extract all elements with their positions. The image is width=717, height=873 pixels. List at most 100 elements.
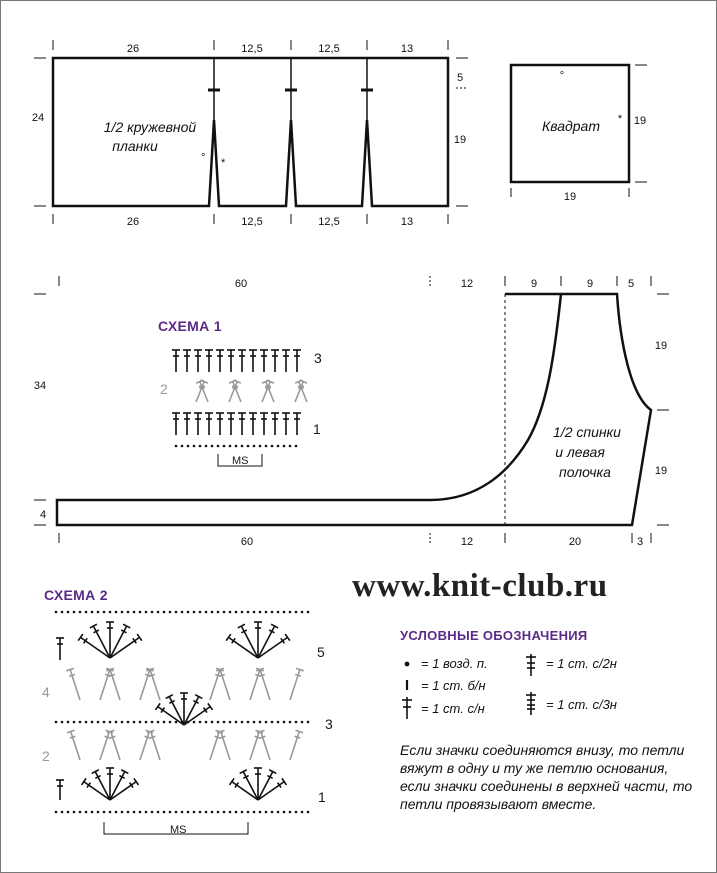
chain-dot [108, 720, 112, 724]
chain-dot [210, 610, 214, 614]
lace-marker-circle: ° [201, 152, 205, 164]
schema1-repeat-label: MS [232, 455, 249, 467]
lace-top-dim-2: 12,5 [241, 43, 262, 55]
chain-dot [78, 810, 82, 814]
stitch-symbol [209, 729, 224, 761]
back-top-dim-1: 60 [235, 278, 247, 290]
chain-dot [282, 720, 286, 724]
back-bottom-dim-2: 12 [461, 536, 473, 548]
stitch-symbol [294, 379, 308, 403]
stitch-symbol [109, 633, 143, 659]
chain-dot [204, 444, 208, 448]
chain-dot [192, 444, 196, 448]
stitch-symbol [257, 769, 277, 801]
chain-dot [72, 810, 76, 814]
schema2-chart [54, 610, 310, 835]
legend-item-tr: = 1 ст. с/2н [546, 656, 617, 671]
treble-crochet-icon [526, 654, 536, 676]
chain-dot [258, 610, 262, 614]
chain-dot [270, 444, 274, 448]
lace-panel-dim-labels: 26 12,5 12,5 13 26 12,5 12,5 13 24 5 19 [32, 43, 466, 228]
chain-dot [138, 720, 142, 724]
square-side-right: 19 [634, 115, 646, 127]
legend-item-slip: = 1 ст. б/н [421, 678, 486, 693]
chain-dot [66, 720, 70, 724]
back-right-bottom: 19 [655, 465, 667, 477]
chain-dot [120, 810, 124, 814]
chain-dot [138, 810, 142, 814]
stitch-symbol [205, 412, 213, 435]
chain-dot [60, 610, 64, 614]
chain-dot [132, 610, 136, 614]
chain-dot [258, 720, 262, 724]
chain-dot [156, 810, 160, 814]
chain-dot [276, 720, 280, 724]
chain-dot [186, 810, 190, 814]
chain-dot [264, 610, 268, 614]
chain-dot [96, 610, 100, 614]
stitch-symbol [146, 667, 161, 701]
legend-item-chain: = 1 возд. п. [421, 656, 488, 671]
chain-dot [180, 444, 184, 448]
square-marker-star: * [618, 113, 623, 125]
back-panel-label-3: полочка [559, 464, 611, 480]
schema2-repeat-label: MS [170, 824, 187, 836]
lace-marker-star: * [221, 157, 226, 169]
chain-dot [204, 810, 208, 814]
chain-dot [96, 810, 100, 814]
chain-dot [222, 444, 226, 448]
back-bottom-dim-3: 20 [569, 536, 581, 548]
chain-dot [228, 444, 232, 448]
chain-dot [126, 810, 130, 814]
stitch-symbol [194, 349, 202, 372]
chain-dot [186, 444, 190, 448]
legend-item-dtr: = 1 ст. с/3н [546, 697, 617, 712]
stitch-symbol [257, 623, 279, 659]
lace-panel-label-1: 1/2 кружевной [104, 119, 197, 135]
stitch-symbol [282, 412, 290, 435]
chain-dot [54, 720, 58, 724]
stitch-symbol [228, 777, 259, 801]
chain-dot [198, 720, 202, 724]
chain-dot [216, 610, 220, 614]
chain-dot [276, 444, 280, 448]
legend-note: Если значки соединяются внизу, то петли … [400, 742, 693, 812]
chain-dot [276, 610, 280, 614]
chain-dot [126, 720, 130, 724]
stitch-symbol [249, 349, 257, 372]
stitch-symbol [271, 412, 279, 435]
square-label: Квадрат [542, 118, 600, 134]
lace-bottom-dim-3: 12,5 [318, 216, 339, 228]
lace-right-bottom: 19 [454, 134, 466, 146]
legend-title: УСЛОВНЫЕ ОБОЗНАЧЕНИЯ [400, 628, 588, 643]
schema2-row-2: 2 [42, 748, 50, 764]
chain-dot [240, 720, 244, 724]
back-right-top: 19 [655, 340, 667, 352]
chain-dot [216, 810, 220, 814]
back-top-dim-2: 12 [461, 278, 473, 290]
back-panel-label-1: 1/2 спинки [553, 424, 621, 440]
stitch-symbol [216, 412, 224, 435]
stitch-symbol [91, 769, 111, 801]
stitch-symbol [165, 694, 185, 726]
schema1-title: СХЕМА 1 [158, 318, 222, 334]
stitch-symbol [172, 412, 180, 435]
lace-panel-shape [51, 56, 450, 208]
chain-dot [252, 720, 256, 724]
stitch-symbol [66, 729, 81, 761]
chain-dot [192, 810, 196, 814]
chain-dot [198, 810, 202, 814]
chain-dot [180, 610, 184, 614]
chain-dot [90, 810, 94, 814]
stitch-symbol [227, 412, 235, 435]
stitch-symbol [56, 779, 64, 800]
chain-dot [162, 720, 166, 724]
stitch-symbol [254, 621, 262, 658]
schema2-row-1: 1 [318, 789, 326, 805]
chain-dot [222, 810, 226, 814]
chain-dot [252, 810, 256, 814]
schema2-row-4: 4 [42, 684, 50, 700]
chain-dot [162, 610, 166, 614]
chain-dot [246, 810, 250, 814]
lace-height-left: 24 [32, 112, 44, 124]
